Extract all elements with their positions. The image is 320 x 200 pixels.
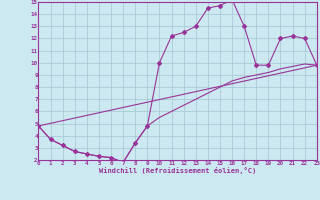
X-axis label: Windchill (Refroidissement éolien,°C): Windchill (Refroidissement éolien,°C) (99, 167, 256, 174)
